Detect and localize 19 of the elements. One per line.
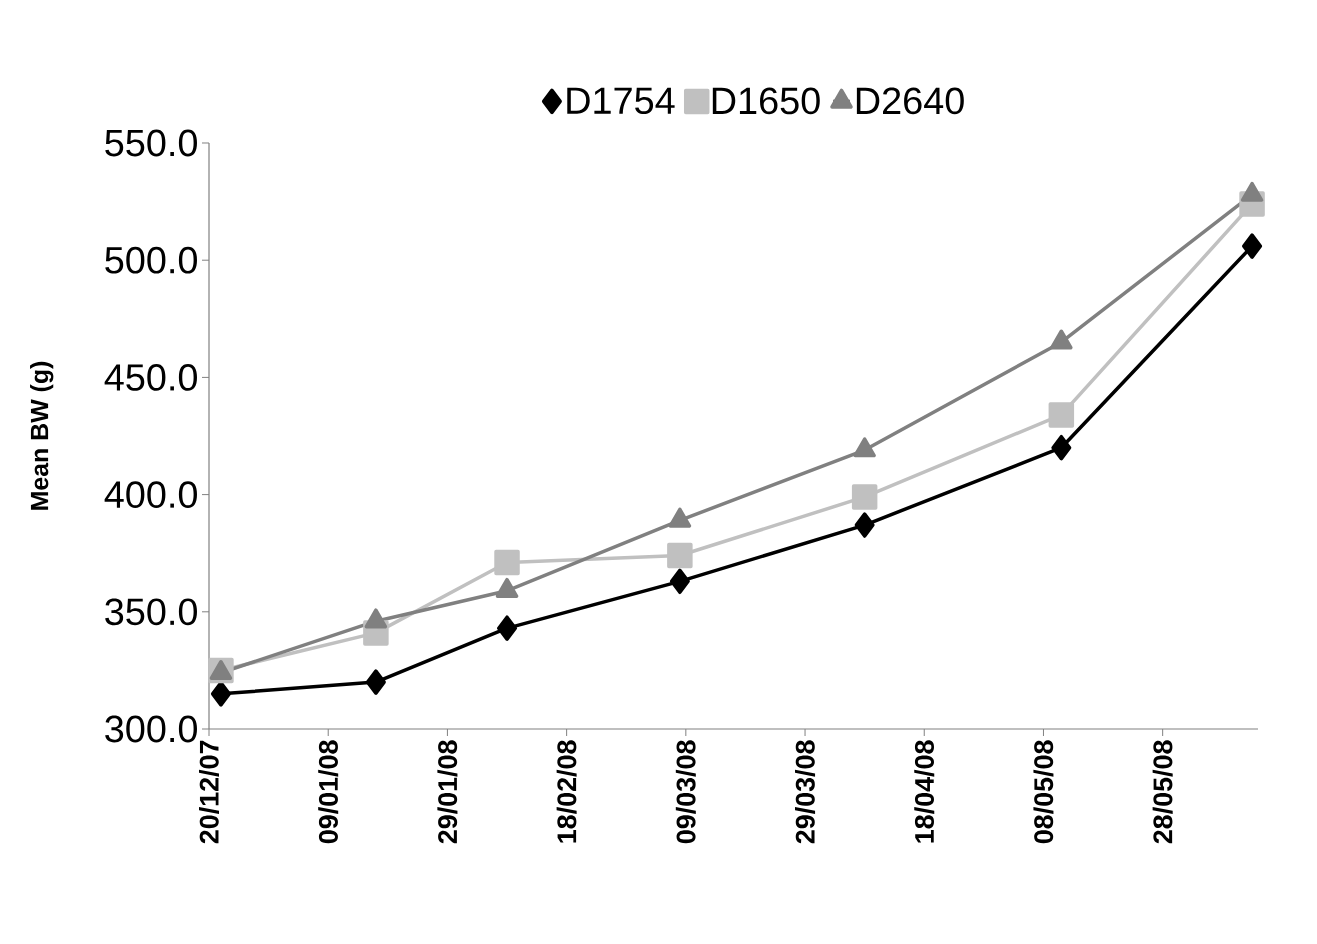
x-tick-label: 29/03/08: [795, 740, 816, 844]
y-tick-label: 300.0: [105, 715, 197, 743]
x-tick-label: 20/12/07: [198, 740, 220, 844]
legend-label: D2640: [856, 87, 964, 115]
x-tick-label: 29/01/08: [437, 740, 458, 844]
x-tick-label: 09/01/08: [318, 740, 339, 844]
x-tick-label: 18/02/08: [556, 740, 577, 843]
x-tick-label: 08/05/08: [1033, 740, 1054, 844]
legend-label: D1754: [567, 87, 675, 115]
y-axis-title: Mean BW (g): [30, 361, 54, 510]
x-tick-label: 09/03/08: [675, 740, 696, 844]
x-tick-label: 28/05/08: [1152, 740, 1173, 844]
legend-label: D1650: [712, 87, 820, 115]
y-tick-label: 550.0: [105, 129, 197, 157]
y-tick-label: 400.0: [104, 481, 197, 508]
y-tick-label: 350.0: [105, 598, 197, 626]
y-tick-label: 500.0: [105, 246, 197, 274]
y-tick-label: 450.0: [104, 363, 197, 391]
x-tick-label: 18/04/08: [914, 740, 935, 843]
